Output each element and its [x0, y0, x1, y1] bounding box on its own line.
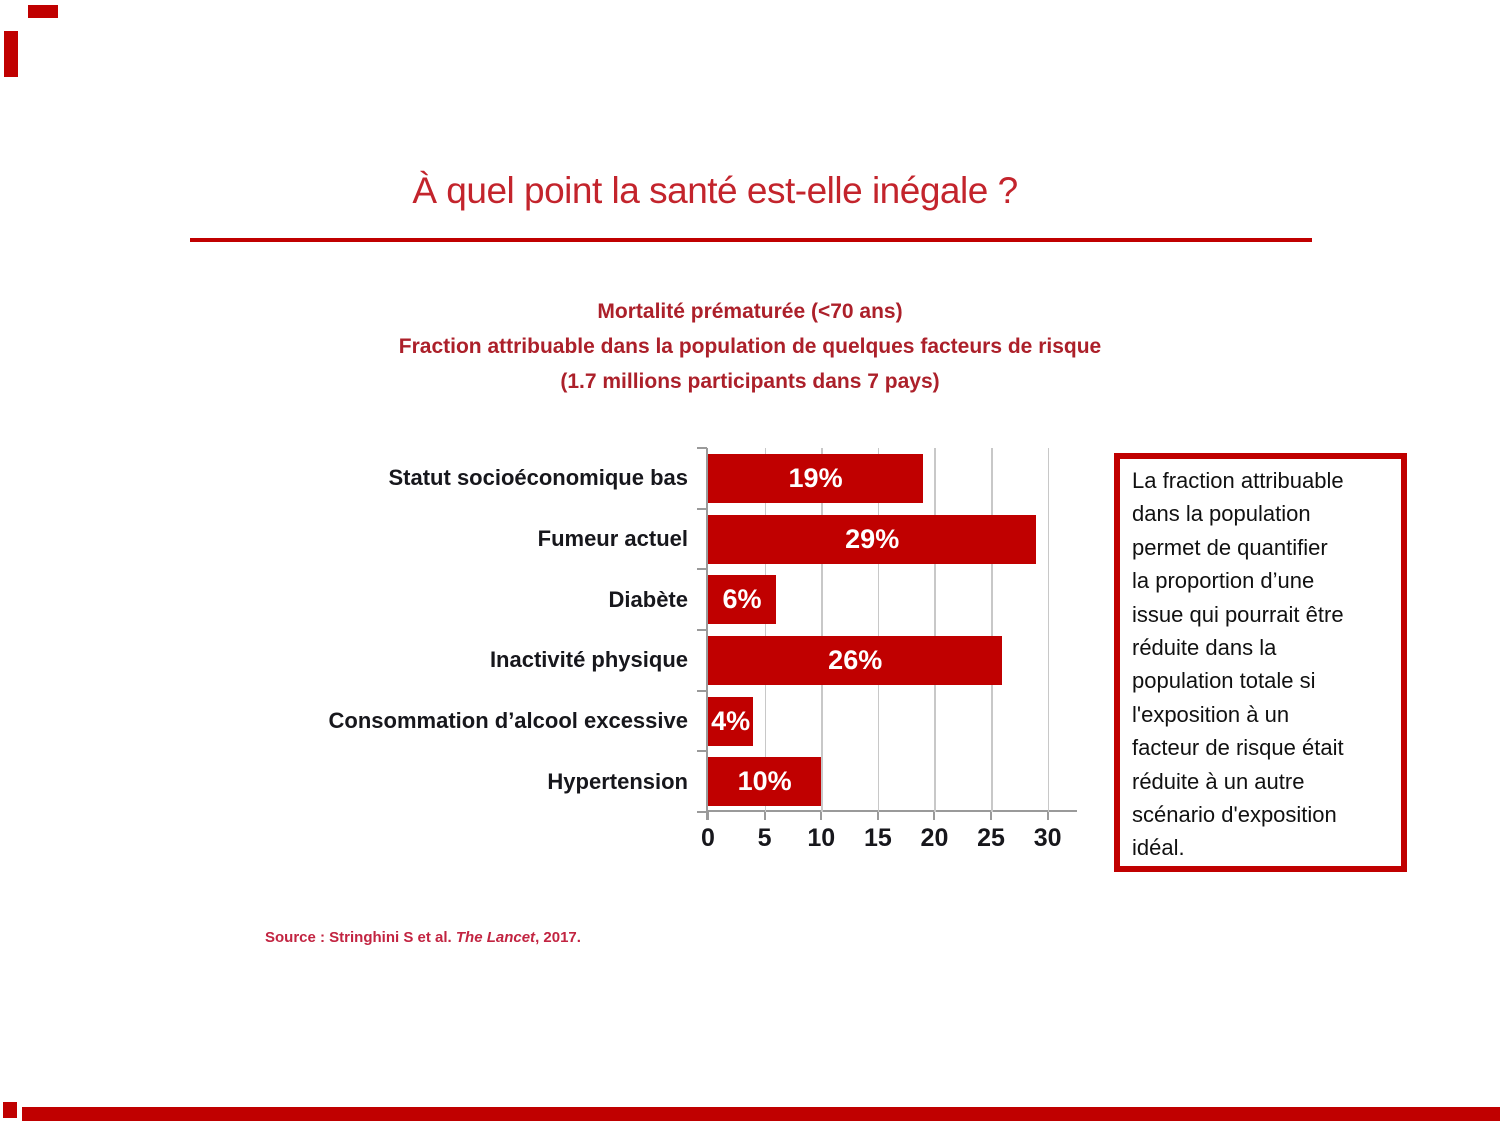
source-journal: The Lancet: [455, 929, 536, 946]
gridline: [934, 448, 936, 812]
category-label: Hypertension: [547, 768, 688, 794]
category-label: Diabète: [608, 586, 688, 612]
note-box-text: La fraction attribuable dans la populati…: [1132, 468, 1344, 861]
category-label: Inactivité physique: [489, 647, 688, 673]
source-citation: Source : Stringhini S et al. The Lancet,…: [265, 929, 581, 946]
x-tick-label: 0: [701, 824, 715, 852]
x-tick-label: 10: [807, 824, 836, 852]
deco-red-strip-bottom: [22, 1107, 1500, 1121]
category-axis-labels: Statut socioéconomique bas Fumeur actuel D…: [240, 448, 688, 812]
x-axis-tick: [1046, 812, 1049, 820]
x-axis-tick: [763, 812, 766, 820]
deco-red-bar-top: [28, 5, 58, 18]
deco-red-bar-left: [4, 31, 18, 77]
bar-value-label: 26%: [828, 644, 883, 675]
x-tick-label: 15: [863, 824, 892, 852]
bar: 6%: [708, 575, 776, 625]
y-axis-tick: [697, 447, 707, 449]
deco-red-square-bottom-left: [3, 1102, 17, 1118]
bar: 4%: [708, 696, 754, 746]
bar-value-label: 29%: [845, 523, 900, 554]
gridline: [764, 448, 767, 812]
gridline: [821, 448, 823, 812]
x-axis-tick: [707, 812, 709, 820]
x-axis-tick: [820, 812, 823, 820]
bar-chart-plot-area: 0 5 10 15 20 25 30 19% 29% 6% 26% 4% 10%: [697, 447, 1077, 852]
y-axis-tick: [697, 507, 707, 510]
x-tick-label: 5: [757, 824, 772, 852]
x-axis-tick: [933, 812, 936, 820]
x-tick-label: 20: [920, 824, 949, 852]
y-axis-tick: [697, 568, 707, 571]
y-axis-tick: [697, 750, 707, 753]
y-axis-tick: [697, 811, 707, 813]
bar: 26%: [708, 635, 1003, 685]
bar-value-label: 19%: [788, 462, 843, 493]
note-box: La fraction attribuable dans la populati…: [1114, 453, 1407, 872]
bar-value-label: 6%: [722, 584, 762, 615]
chart-title-line-3: (1.7 millions participants dans 7 pays): [560, 370, 940, 393]
category-label: Fumeur actuel: [537, 525, 688, 551]
y-axis-tick: [697, 689, 707, 692]
chart-title-line-1: Mortalité prématurée (<70 ans): [597, 300, 903, 323]
category-label: Consommation d’alcool excessive: [328, 707, 688, 733]
category-label: Statut socioéconomique bas: [388, 465, 689, 491]
slide-title: À quel point la santé est-elle inégale ?: [412, 170, 1018, 211]
gridline: [991, 448, 993, 812]
gridline: [877, 448, 880, 812]
x-tick-label: 25: [977, 824, 1005, 852]
y-axis-tick: [697, 629, 707, 631]
bar: 10%: [708, 757, 822, 807]
bar-value-label: 10%: [737, 766, 792, 797]
chart-title: Mortalité prématurée (<70 ans) Fraction …: [250, 294, 1250, 399]
x-tick-label: 30: [1033, 824, 1062, 852]
title-underline: [190, 238, 1312, 242]
x-axis-tick: [990, 812, 993, 820]
y-axis-line: [706, 448, 708, 820]
x-axis-line: [706, 810, 1077, 812]
chart-title-line-2: Fraction attribuable dans la population …: [398, 335, 1102, 358]
bar: 19%: [708, 453, 924, 503]
source-prefix: Source : Stringhini S et al.: [265, 929, 456, 946]
gridline: [1047, 448, 1050, 812]
bar-value-label: 4%: [711, 705, 751, 736]
source-suffix: , 2017.: [535, 929, 581, 946]
bar: 29%: [708, 514, 1037, 564]
x-axis-tick: [876, 812, 879, 820]
